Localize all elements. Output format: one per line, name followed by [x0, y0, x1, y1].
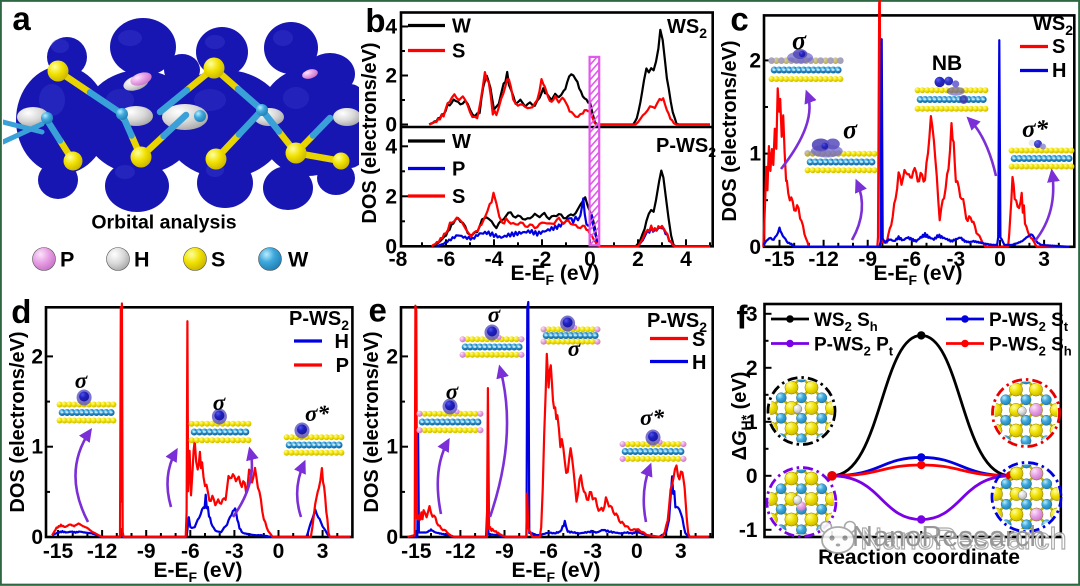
svg-text:-6: -6	[181, 540, 200, 563]
svg-text:σ*: σ*	[640, 405, 664, 430]
svg-text:NB: NB	[932, 52, 962, 75]
svg-text:d: d	[11, 293, 31, 330]
svg-text:-3: -3	[947, 248, 966, 271]
svg-text:2: 2	[385, 185, 397, 208]
svg-text:4: 4	[385, 16, 397, 39]
svg-text:S: S	[1052, 36, 1065, 58]
svg-text:P-WS2 Sh: P-WS2 Sh	[989, 335, 1072, 359]
svg-text:4: 4	[680, 248, 692, 271]
svg-text:W: W	[452, 16, 471, 38]
svg-text:DOS (electrons/eV): DOS (electrons/eV)	[7, 331, 29, 512]
svg-text:-12: -12	[808, 248, 838, 271]
svg-text:ΔGH* (eV): ΔGH* (eV)	[729, 372, 754, 461]
svg-text:0: 0	[386, 526, 398, 549]
svg-text:2: 2	[746, 357, 758, 380]
svg-text:σ*: σ*	[305, 401, 329, 426]
svg-text:1: 1	[746, 411, 758, 434]
svg-text:σ: σ	[446, 379, 459, 404]
svg-text:E-EF (eV): E-EF (eV)	[510, 262, 599, 288]
svg-text:-12: -12	[87, 540, 117, 563]
svg-text:-9: -9	[858, 248, 877, 271]
svg-text:W: W	[288, 248, 309, 272]
svg-text:E-EF (eV): E-EF (eV)	[873, 262, 962, 288]
svg-text:σ: σ	[75, 368, 88, 393]
svg-text:P-WS2: P-WS2	[647, 310, 707, 335]
svg-text:-9: -9	[137, 540, 156, 563]
svg-text:P: P	[60, 248, 74, 272]
svg-text:NanoResearch: NanoResearch	[852, 521, 1045, 553]
svg-text:H: H	[692, 352, 706, 374]
svg-text:-1: -1	[739, 519, 758, 542]
svg-text:-4: -4	[485, 248, 504, 271]
svg-text:0: 0	[631, 540, 643, 563]
svg-text:3: 3	[675, 540, 687, 563]
svg-text:1: 1	[749, 143, 761, 166]
svg-text:-3: -3	[583, 540, 602, 563]
svg-text:σ: σ	[488, 302, 501, 327]
svg-text:0: 0	[385, 235, 397, 258]
svg-text:-2: -2	[533, 248, 552, 271]
svg-text:E-EF (eV): E-EF (eV)	[511, 559, 600, 585]
svg-text:0: 0	[584, 248, 596, 271]
svg-text:-15: -15	[764, 248, 795, 271]
svg-text:2: 2	[385, 65, 397, 88]
svg-text:0: 0	[746, 465, 758, 488]
svg-text:b: b	[365, 2, 385, 39]
svg-text:NanoResearch: NanoResearch	[860, 521, 1067, 556]
svg-text:σ*: σ*	[1022, 116, 1048, 143]
svg-text:2: 2	[632, 248, 644, 271]
svg-text:Orbital analysis: Orbital analysis	[91, 212, 236, 234]
svg-text:2: 2	[749, 49, 761, 72]
svg-text:H: H	[1052, 60, 1066, 82]
svg-text:0: 0	[749, 236, 761, 259]
svg-text:H: H	[335, 331, 349, 353]
svg-text:-15: -15	[401, 540, 432, 563]
svg-text:S: S	[452, 41, 465, 63]
svg-text:-9: -9	[495, 540, 514, 563]
svg-text:4: 4	[385, 135, 397, 158]
svg-text:σ: σ	[843, 115, 858, 144]
svg-text:σ: σ	[213, 390, 226, 415]
svg-text:E-EF (eV): E-EF (eV)	[153, 559, 242, 585]
svg-text:Reaction coordinate: Reaction coordinate	[818, 546, 1020, 569]
svg-text:c: c	[730, 1, 748, 38]
svg-text:S: S	[211, 248, 225, 272]
svg-text:σ: σ	[568, 336, 581, 361]
svg-text:σ: σ	[792, 26, 807, 55]
svg-text:1: 1	[31, 436, 43, 459]
svg-text:2: 2	[386, 345, 398, 368]
svg-text:-6: -6	[902, 248, 921, 271]
svg-text:S: S	[692, 329, 705, 351]
svg-text:0: 0	[31, 526, 43, 549]
svg-text:DOS (electrons/eV): DOS (electrons/eV)	[719, 40, 741, 221]
svg-text:3: 3	[1038, 248, 1050, 271]
svg-text:P: P	[452, 159, 465, 181]
svg-text:W: W	[452, 131, 471, 153]
svg-text:-6: -6	[437, 248, 456, 271]
svg-text:H: H	[134, 248, 150, 272]
svg-text:-12: -12	[445, 540, 475, 563]
svg-text:2: 2	[31, 345, 43, 368]
svg-text:P-WS2: P-WS2	[289, 308, 349, 333]
svg-text:0: 0	[994, 248, 1006, 271]
svg-text:P: P	[336, 355, 349, 377]
svg-text:DOS (electrons/eV): DOS (electrons/eV)	[361, 331, 383, 512]
svg-text:3: 3	[317, 540, 329, 563]
svg-text:3: 3	[746, 303, 758, 326]
svg-text:P-WS2 Pt: P-WS2 Pt	[814, 335, 894, 359]
svg-text:-15: -15	[43, 540, 74, 563]
svg-text:P-WS2 St: P-WS2 St	[989, 310, 1069, 334]
svg-text:-8: -8	[389, 248, 408, 271]
svg-text:DOS (electrons/eV): DOS (electrons/eV)	[359, 42, 381, 223]
svg-text:-6: -6	[539, 540, 558, 563]
svg-text:-3: -3	[225, 540, 244, 563]
svg-text:f: f	[737, 299, 749, 336]
svg-text:P-WS2: P-WS2	[656, 135, 716, 160]
svg-text:a: a	[12, 0, 31, 37]
svg-text:0: 0	[385, 114, 397, 137]
svg-text:0: 0	[273, 540, 285, 563]
svg-text:S: S	[452, 186, 465, 208]
svg-text:1: 1	[386, 436, 398, 459]
svg-text:e: e	[369, 292, 387, 329]
